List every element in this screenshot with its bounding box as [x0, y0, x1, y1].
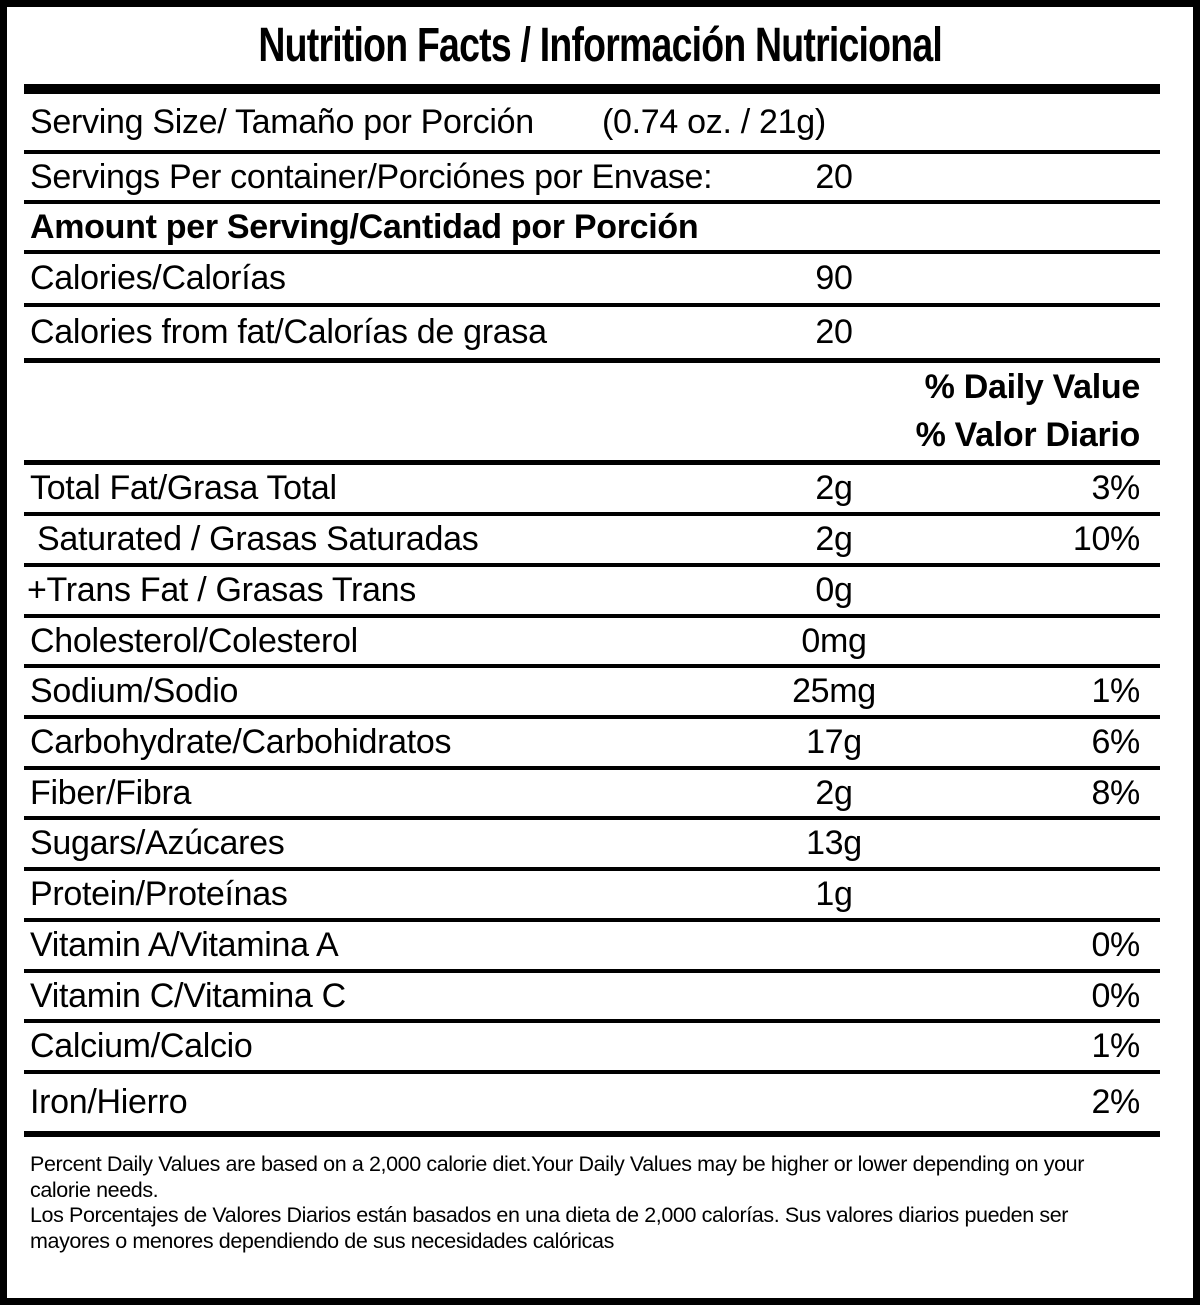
- nutrient-row-vitamin-c: Vitamin C/Vitamina C 0%: [24, 973, 1160, 1023]
- nutrient-row-vitamin-a: Vitamin A/Vitamina A 0%: [24, 922, 1160, 973]
- nutrient-row-total-fat: Total Fat/Grasa Total 2g 3%: [24, 465, 1160, 516]
- nutrient-label: Vitamin A/Vitamina A: [30, 926, 339, 964]
- calories-label: Calories/Calorías: [30, 259, 286, 297]
- nutrient-label: Sodium/Sodio: [30, 672, 239, 710]
- nutrient-row-cholesterol: Cholesterol/Colesterol 0mg: [24, 618, 1160, 668]
- nutrient-amount: 2g: [815, 469, 853, 507]
- nutrient-daily-value: 3%: [1091, 469, 1140, 507]
- nutrient-daily-value: 2%: [1091, 1083, 1140, 1121]
- nutrient-amount: 2g: [815, 773, 853, 812]
- nutrient-label: Cholesterol/Colesterol: [30, 621, 358, 660]
- footnote-spanish: Los Porcentajes de Valores Diarios están…: [30, 1203, 1069, 1253]
- nutrient-amount: 2g: [815, 520, 853, 558]
- nutrient-amount: [624, 973, 1044, 1019]
- calories-from-fat-label: Calories from fat/Calorías de grasa: [30, 313, 547, 351]
- nutrient-amount: 0g: [815, 571, 853, 609]
- calories-from-fat-row: Calories from fat/Calorías de grasa 20: [24, 307, 1160, 363]
- title-divider-bar: [24, 84, 1160, 94]
- nutrient-label: Sugars/Azúcares: [30, 824, 285, 862]
- serving-size-label: Serving Size/ Tamaño por Porción: [30, 102, 534, 141]
- nutrient-row-iron: Iron/Hierro 2%: [24, 1074, 1160, 1137]
- nutrient-label: Saturated / Grasas Saturadas: [37, 520, 479, 558]
- nutrient-daily-value: 6%: [1091, 723, 1140, 761]
- nutrient-label: Vitamin C/Vitamina C: [30, 976, 346, 1015]
- nutrient-daily-value: 0%: [1091, 926, 1140, 964]
- servings-per-container-value: 20: [815, 157, 853, 196]
- footnote-block: Percent Daily Values are based on a 2,00…: [24, 1137, 1160, 1298]
- label-title: Nutrition Facts / Información Nutriciona…: [258, 19, 942, 72]
- nutrient-amount: [624, 1023, 1044, 1070]
- nutrient-label: Total Fat/Grasa Total: [30, 469, 337, 507]
- nutrient-label: +Trans Fat / Grasas Trans: [27, 571, 416, 609]
- calories-from-fat-value: 20: [815, 313, 853, 351]
- amount-per-serving-header: Amount per Serving/Cantidad por Porción: [30, 207, 699, 246]
- nutrient-label: Calcium/Calcio: [30, 1027, 253, 1065]
- serving-size-row: Serving Size/ Tamaño por Porción (0.74 o…: [24, 94, 1160, 154]
- nutrient-daily-value: 10%: [1072, 520, 1140, 558]
- nutrient-row-sodium: Sodium/Sodio 25mg 1%: [24, 668, 1160, 719]
- calories-row: Calories/Calorías 90: [24, 254, 1160, 307]
- calories-value: 90: [815, 259, 853, 297]
- daily-value-header-es: % Valor Diario: [915, 416, 1141, 455]
- nutrient-label: Carbohydrate/Carbohidratos: [30, 723, 452, 761]
- nutrient-row-protein: Protein/Proteínas 1g: [24, 871, 1160, 922]
- amount-per-serving-header-row: Amount per Serving/Cantidad por Porción: [24, 204, 1160, 254]
- nutrient-amount: [624, 1074, 1044, 1131]
- nutrient-row-carbohydrate: Carbohydrate/Carbohidratos 17g 6%: [24, 719, 1160, 770]
- footnote-english: Percent Daily Values are based on a 2,00…: [30, 1152, 1084, 1202]
- nutrient-daily-value: 1%: [1091, 672, 1140, 710]
- nutrient-row-trans-fat: +Trans Fat / Grasas Trans 0g: [24, 567, 1160, 618]
- serving-size-value: (0.74 oz. / 21g): [602, 102, 826, 141]
- nutrient-label: Fiber/Fibra: [30, 773, 192, 812]
- daily-value-header-en: % Daily Value: [924, 367, 1141, 406]
- nutrient-row-fiber: Fiber/Fibra 2g 8%: [24, 770, 1160, 820]
- nutrient-row-sugars: Sugars/Azúcares 13g: [24, 820, 1160, 871]
- nutrient-daily-value: 1%: [1091, 1027, 1140, 1065]
- nutrient-row-calcium: Calcium/Calcio 1%: [24, 1023, 1160, 1074]
- nutrient-amount: 1g: [815, 875, 853, 913]
- nutrient-label: Iron/Hierro: [30, 1083, 188, 1121]
- daily-value-header-block: % Daily Value % Valor Diario: [24, 363, 1160, 465]
- servings-per-container-label: Servings Per container/Porciónes por Env…: [30, 157, 713, 196]
- label-title-row: Nutrition Facts / Información Nutriciona…: [7, 7, 1193, 84]
- nutrient-amount: [624, 922, 1044, 969]
- nutrient-amount: 13g: [806, 824, 862, 862]
- nutrient-row-saturated-fat: Saturated / Grasas Saturadas 2g 10%: [24, 516, 1160, 567]
- nutrient-daily-value: 0%: [1091, 976, 1140, 1015]
- nutrient-daily-value: 8%: [1091, 773, 1140, 812]
- nutrient-label: Protein/Proteínas: [30, 875, 288, 913]
- nutrient-amount: 0mg: [801, 621, 867, 660]
- nutrient-amount: 17g: [806, 723, 862, 761]
- servings-per-container-row: Servings Per container/Porciónes por Env…: [24, 154, 1160, 204]
- nutrient-amount: 25mg: [792, 672, 876, 710]
- label-content: Serving Size/ Tamaño por Porción (0.74 o…: [24, 84, 1160, 1298]
